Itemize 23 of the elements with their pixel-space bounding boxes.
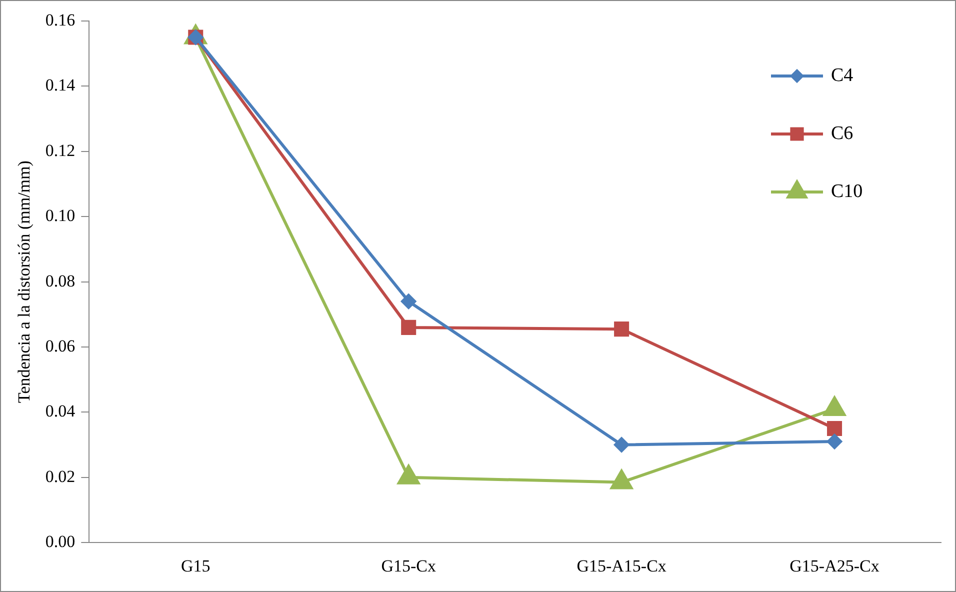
y-tick-label: 0.16	[45, 10, 76, 30]
point	[401, 320, 416, 335]
y-tick-label: 0.12	[45, 140, 76, 160]
y-tick-label: 0.14	[45, 76, 76, 95]
x-tick-label: G15-A15-Cx	[576, 556, 667, 576]
y-axis-title: Tendencia a la distorsión (mm/mm)	[14, 160, 34, 404]
point	[614, 437, 630, 452]
legend-label: C4	[831, 64, 854, 86]
y-tick-label: 0.10	[45, 206, 76, 226]
y-tick-label: 0.08	[45, 271, 76, 290]
point	[827, 434, 842, 450]
x-tick-label: G15-A25-Cx	[790, 556, 880, 576]
y-tick-label: 0.00	[45, 532, 76, 552]
y-tick-label: 0.06	[45, 336, 76, 356]
point	[401, 294, 416, 309]
point	[614, 322, 630, 337]
y-tick-label: 0.02	[45, 466, 76, 486]
point	[827, 420, 842, 436]
legend-label: C10	[831, 180, 863, 202]
y-tick-label: 0.04	[45, 402, 76, 421]
x-tick-label: G15	[180, 556, 210, 576]
legend-label: C6	[831, 122, 854, 144]
x-tick-label: G15-Cx	[381, 556, 436, 576]
